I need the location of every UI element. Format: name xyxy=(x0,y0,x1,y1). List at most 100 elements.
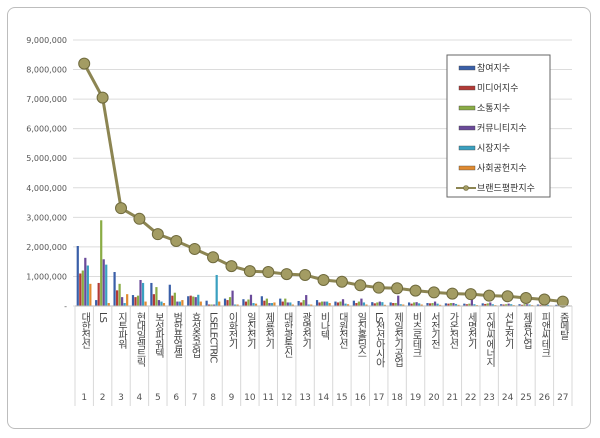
line-point xyxy=(115,202,128,215)
bar-시장지수 xyxy=(510,304,513,306)
x-category-label: 보성파워텍 xyxy=(152,312,164,359)
bar-미디어지수 xyxy=(318,302,321,306)
legend-swatch xyxy=(458,65,476,71)
bar-사회공헌지수 xyxy=(291,304,294,306)
x-category-label: 피앤씨테크 xyxy=(539,312,551,357)
x-category-label: 효성중공업 xyxy=(189,312,201,358)
x-category-label: 일진홀딩스 xyxy=(355,312,367,357)
bar-커뮤니티지수 xyxy=(360,298,363,306)
x-rank-label: 25 xyxy=(520,393,531,403)
x-category-label: 범한퓨얼셀 xyxy=(171,312,183,358)
bar-시장지수 xyxy=(418,303,421,306)
x-rank-label: 11 xyxy=(263,393,274,403)
bar-소통지수 xyxy=(486,303,489,306)
bar-시장지수 xyxy=(362,302,366,306)
y-tick-label: 2,000,000 xyxy=(26,243,67,252)
bar-커뮤니티지수 xyxy=(323,301,326,306)
bar-소통지수 xyxy=(468,303,471,306)
line-point xyxy=(391,282,404,295)
x-rank-label: 14 xyxy=(318,393,330,403)
bar-커뮤니티지수 xyxy=(286,302,289,306)
bar-소통지수 xyxy=(155,287,158,306)
bar-참여지수 xyxy=(426,303,429,306)
bar-참여지수 xyxy=(113,272,116,306)
legend-swatch xyxy=(458,125,476,131)
bar-참여지수 xyxy=(131,295,135,306)
bar-소통지수 xyxy=(228,297,232,306)
bar-커뮤니티지수 xyxy=(433,301,437,306)
x-rank-label: 5 xyxy=(155,393,161,403)
bar-커뮤니티지수 xyxy=(415,302,418,306)
line-point xyxy=(170,234,183,247)
x-rank-label: 12 xyxy=(281,393,292,403)
y-tick-label: 9,000,000 xyxy=(26,36,67,45)
bar-커뮤니티지수 xyxy=(249,294,253,306)
bar-미디어지수 xyxy=(502,304,505,306)
legend-label: 미디어지수 xyxy=(477,83,518,94)
bar-사회공헌지수 xyxy=(144,301,147,306)
bar-시장지수 xyxy=(233,304,237,306)
bar-커뮤니티지수 xyxy=(268,303,271,306)
line-point xyxy=(335,275,348,288)
bar-시장지수 xyxy=(141,282,145,306)
bar-참여지수 xyxy=(205,300,208,306)
line-point xyxy=(133,212,146,225)
x-rank-label: 8 xyxy=(210,393,216,403)
bar-참여지수 xyxy=(76,246,79,306)
bar-소통지수 xyxy=(284,298,287,306)
x-rank-label: 16 xyxy=(355,393,367,403)
bar-참여지수 xyxy=(555,304,558,306)
bar-사회공헌지수 xyxy=(402,304,405,306)
x-rank-label: 27 xyxy=(557,393,568,403)
bar-커뮤니티지수 xyxy=(157,300,161,306)
bar-미디어지수 xyxy=(152,294,156,306)
bar-사회공헌지수 xyxy=(273,302,276,306)
line-point xyxy=(446,287,459,300)
bar-소통지수 xyxy=(339,301,342,306)
x-category-label: 현대일렉트릭 xyxy=(134,312,146,368)
bar-참여지수 xyxy=(352,300,355,306)
bar-참여지수 xyxy=(187,296,190,306)
bar-소통지수 xyxy=(247,299,250,306)
line-point xyxy=(556,295,569,308)
bar-미디어지수 xyxy=(392,303,395,306)
line-point xyxy=(354,279,367,292)
bar-사회공헌지수 xyxy=(107,303,110,306)
bar-소통지수 xyxy=(192,296,195,306)
bar-사회공헌지수 xyxy=(438,304,442,306)
bar-커뮤니티지수 xyxy=(525,304,529,306)
bar-소통지수 xyxy=(136,295,140,306)
x-category-label: 지투파워 xyxy=(116,312,128,350)
bar-시장지수 xyxy=(160,301,163,306)
bar-커뮤니티지수 xyxy=(84,257,87,306)
bar-시장지수 xyxy=(270,303,274,306)
bar-참여지수 xyxy=(463,303,466,306)
bar-참여지수 xyxy=(389,302,392,306)
line-point xyxy=(427,286,440,299)
x-rank-label: 4 xyxy=(137,393,143,403)
line-point xyxy=(96,91,109,104)
legend-label: 소통지수 xyxy=(477,103,510,114)
x-category-label: 비츠로테크 xyxy=(410,312,422,357)
x-rank-label: 2 xyxy=(100,393,106,403)
bar-미디어지수 xyxy=(484,303,487,306)
x-category-label: 이화전기 xyxy=(226,312,238,350)
bar-시장지수 xyxy=(215,274,218,306)
line-point xyxy=(483,289,496,302)
bar-미디어지수 xyxy=(336,302,340,306)
bar-참여지수 xyxy=(536,304,540,306)
bar-시장지수 xyxy=(454,303,458,306)
x-rank-label: 19 xyxy=(410,393,422,403)
bar-시장지수 xyxy=(123,303,126,306)
bar-소통지수 xyxy=(320,301,324,306)
bar-참여지수 xyxy=(481,303,484,306)
bar-커뮤니티지수 xyxy=(489,302,492,306)
bar-사회공헌지수 xyxy=(126,294,129,306)
x-category-label: 줌메탈 xyxy=(557,312,569,340)
bar-미디어지수 xyxy=(520,304,524,306)
bar-참여지수 xyxy=(371,302,374,306)
bar-참여지수 xyxy=(223,298,227,306)
legend-label: 커뮤니티지수 xyxy=(477,123,527,134)
x-rank-label: 15 xyxy=(336,393,347,403)
